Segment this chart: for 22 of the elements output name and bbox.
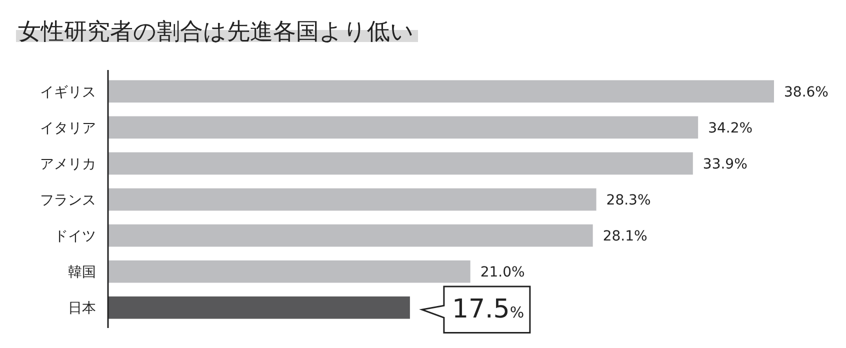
data-label: 33.9% [702,156,748,172]
y-tick-label: 日本 [68,300,96,317]
bar [108,296,410,319]
y-tick-label: ドイツ [54,228,96,245]
bar [108,224,593,247]
bar [108,80,774,103]
y-tick-label: フランス [40,192,96,208]
data-label: 28.3% [606,192,651,208]
data-label: 17.5% [452,294,524,325]
data-label: 28.1% [602,228,648,245]
y-tick-label: 韓国 [68,264,96,281]
bar [108,260,470,283]
bar [108,152,693,175]
chart-title: 女性研究者の割合は先進各国より低い [18,19,414,45]
data-label: 34.2% [708,120,753,136]
bar [108,188,596,211]
y-tick-label: イタリア [40,120,96,136]
y-tick-label: アメリカ [40,156,96,172]
bar [108,116,698,139]
data-label: 38.6% [784,84,828,100]
y-tick-label: イギリス [40,84,96,100]
data-label: 21.0% [480,264,525,281]
